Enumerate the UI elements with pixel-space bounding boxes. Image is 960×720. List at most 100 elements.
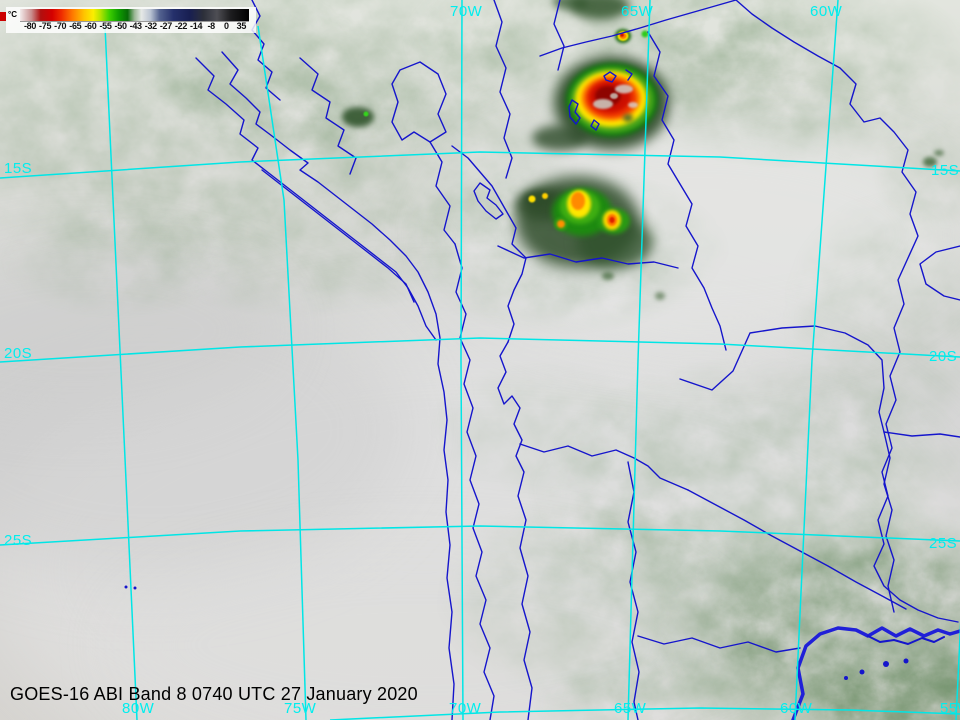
lat-label-right-20s: 20S [929, 348, 958, 365]
latitude-line [0, 525, 960, 546]
border-line [687, 489, 907, 610]
colorbar-tick--27: -27 [159, 21, 172, 31]
border-line [590, 119, 600, 131]
longitude-line [460, 0, 464, 720]
main-storm [532, 56, 670, 151]
colorbar-unit-label: °C [8, 10, 17, 19]
small-lake-dot [133, 586, 137, 590]
cloud-texture-patch [530, 650, 850, 720]
border-line [493, 0, 513, 179]
colorbar-gradient [20, 9, 249, 22]
small-cell-peru-layer [363, 111, 369, 117]
small-cell-peru [342, 107, 374, 127]
lon-label-top-70w: 70W [450, 3, 483, 20]
image-caption: GOES-16 ABI Band 8 0740 UTC 27 January 2… [10, 684, 418, 704]
main-storm-layer [532, 125, 588, 151]
main-storm-layer [593, 99, 613, 109]
colorbar-tick--55: -55 [99, 21, 112, 31]
small-dark-spots-layer [623, 114, 633, 122]
border-line [221, 51, 455, 720]
colorbar-tick--50: -50 [114, 21, 127, 31]
lat-label-right-15s: 15S [931, 162, 960, 179]
lat-label-left-25s: 25S [4, 532, 33, 549]
longitude-line [104, 25, 138, 720]
small-lake-dot [883, 661, 889, 667]
border-line [647, 31, 727, 351]
colorbar-tick--22: -22 [174, 21, 188, 31]
border-line [454, 243, 495, 720]
border-line [568, 99, 581, 125]
second-storm-layer [609, 217, 615, 223]
small-dark-spots-layer [934, 150, 944, 156]
colorbar-tick--70: -70 [54, 21, 67, 31]
border-line [883, 431, 960, 438]
border-line [919, 245, 960, 301]
cloud-texture-patch [0, 200, 235, 320]
border-line [637, 635, 801, 653]
longitude-line [794, 0, 839, 720]
small-dark-spots-layer [602, 272, 614, 280]
colorbar-tick--60: -60 [84, 21, 97, 31]
border-line [261, 169, 415, 303]
tiny-north-storm-layer [552, 0, 588, 10]
latitude-line [329, 707, 960, 720]
small-dark-spots-layer [655, 292, 665, 300]
colorbar-tick--65: -65 [69, 21, 82, 31]
longitude-line [627, 0, 651, 720]
lon-label-bottom-60w: 60W [780, 700, 813, 717]
border-line [473, 182, 504, 220]
colorbar-tick--14: -14 [190, 21, 203, 31]
border-line [627, 461, 640, 720]
cloud-texture-patch [870, 110, 960, 230]
border-line [497, 245, 679, 269]
colorbar-tick-0: 0 [223, 21, 229, 31]
border-line [625, 69, 633, 81]
main-storm-layer [610, 93, 618, 99]
cloud-texture-patch [425, 360, 665, 500]
second-storm-layer [528, 195, 536, 203]
small-dark-spots [602, 114, 944, 300]
second-storm-layer [524, 191, 552, 207]
small-lake-dot [844, 676, 848, 680]
tiny-north-storm-layer [641, 30, 649, 38]
latitude-line [0, 151, 960, 179]
cloud-texture-patch [590, 0, 960, 170]
latitude-line [0, 337, 960, 363]
main-storm-layer [615, 84, 633, 94]
border-line [519, 443, 689, 491]
colorbar-tick--32: -32 [144, 21, 157, 31]
lon-label-bottom-55w: 55W [940, 700, 960, 717]
lon-label-bottom-70w: 70W [449, 700, 482, 717]
second-storm-layer [557, 220, 565, 228]
colorbar-offscale-swatch [0, 12, 6, 21]
lon-label-bottom-80w: 80W [122, 700, 155, 717]
lon-label-bottom-75w: 75W [284, 700, 317, 717]
second-storm [515, 176, 653, 269]
second-storm-layer [542, 193, 548, 199]
lat-label-left-20s: 20S [4, 345, 33, 362]
political-borders-layer [124, 0, 960, 720]
small-lake-dot [903, 658, 909, 664]
colorbar-tick--75: -75 [39, 21, 52, 31]
border-line [553, 0, 565, 71]
small-cell-peru-layer [342, 107, 374, 127]
border-line [299, 57, 357, 175]
lon-label-top-65w: 65W [621, 3, 654, 20]
border-line [497, 341, 533, 720]
border-line [451, 145, 527, 343]
colorbar-tick-35: 35 [236, 21, 247, 31]
second-storm-layer [571, 192, 585, 210]
colorbar: °C -80 -75 -70 -65 -60 -55 -50 -43 -32 -27 -22 -14-… [0, 7, 258, 34]
colorbar-tick-labels: -80 -75 -70 -65 -60 -55 -50 -43 -32 -27 -22 -14 -8 0 3… [0, 21, 258, 32]
lon-label-top-60w: 60W [810, 3, 843, 20]
small-lake-dot [859, 669, 865, 675]
storm-cells-layer [342, 0, 944, 300]
small-lake-dot [124, 585, 128, 589]
lat-label-left-15s: 15S [4, 160, 33, 177]
border-line [539, 0, 737, 57]
main-storm-layer [628, 102, 638, 108]
colorbar-tick--80: -80 [23, 21, 37, 31]
